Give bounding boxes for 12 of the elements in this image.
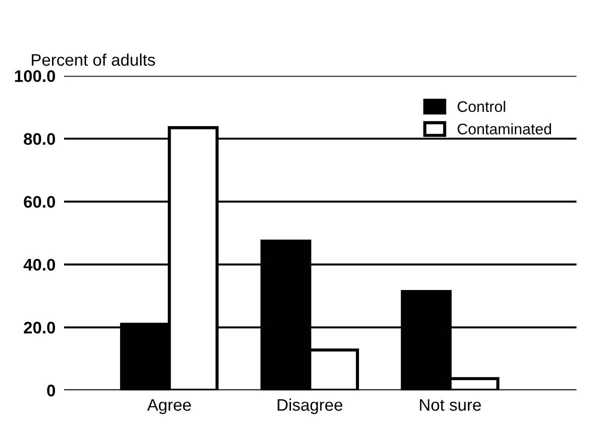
y-axis-title: Percent of adults xyxy=(32,54,155,66)
y-tick-label: 40.0 xyxy=(24,258,56,271)
y-tick-label: 80.0 xyxy=(24,133,56,145)
legend-label: Control xyxy=(458,100,506,112)
x-tick-label: Not sure xyxy=(420,399,481,411)
y-tick-label: 0 xyxy=(47,384,56,396)
y-tick-label: 20.0 xyxy=(24,322,56,334)
y-tick-label: 100.0 xyxy=(15,70,56,82)
x-tick-label: Agree xyxy=(147,399,191,414)
legend-label: Contaminated xyxy=(458,123,552,134)
x-tick-label: Disagree xyxy=(278,398,342,414)
y-tick-label: 60.0 xyxy=(24,196,56,208)
